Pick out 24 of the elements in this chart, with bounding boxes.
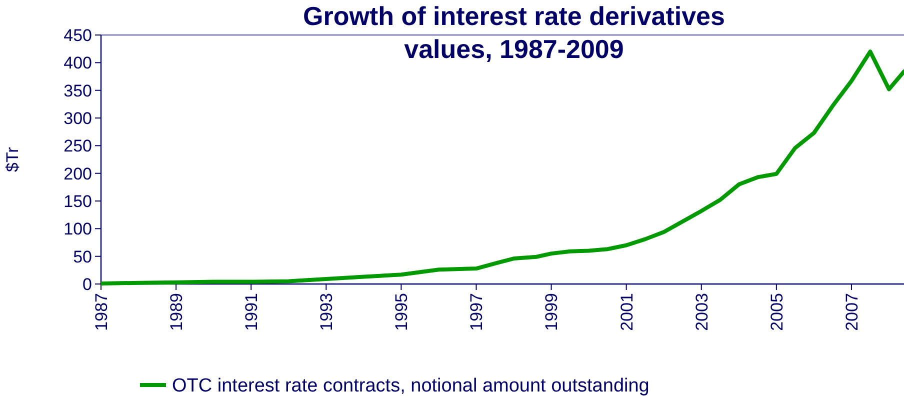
y-tick-label: 0 bbox=[82, 274, 92, 294]
chart-title: Growth of interest rate derivatives values, 1987-2009 bbox=[303, 1, 725, 64]
x-tick-label: 2007 bbox=[842, 293, 862, 331]
y-tick-label: 250 bbox=[64, 136, 92, 156]
x-tick-label: 2001 bbox=[617, 293, 636, 331]
x-tick-label: 1987 bbox=[92, 293, 111, 331]
y-tick-label: 150 bbox=[64, 192, 92, 211]
x-tick-label: 1993 bbox=[317, 293, 336, 331]
y-tick-label: 50 bbox=[73, 247, 92, 266]
x-tick-label: 1989 bbox=[166, 293, 186, 331]
y-tick-label: 350 bbox=[64, 81, 92, 100]
x-tick-label: 1991 bbox=[242, 293, 262, 331]
x-tick-label: 2005 bbox=[767, 293, 786, 331]
legend-label: OTC interest rate contracts, notional amount outstanding bbox=[172, 376, 650, 397]
y-tick-label: 100 bbox=[64, 220, 92, 239]
y-axis-title: $Tr bbox=[3, 146, 22, 172]
x-tick-label: 1999 bbox=[542, 293, 562, 331]
y-tick-label: 200 bbox=[64, 164, 92, 184]
x-tick-label: 1997 bbox=[467, 293, 486, 331]
y-tick-label: 300 bbox=[64, 108, 92, 128]
y-tick-label: 450 bbox=[64, 26, 92, 45]
x-tick-label: 1995 bbox=[392, 293, 412, 331]
y-tick-label: 400 bbox=[64, 54, 92, 73]
x-tick-label: 2003 bbox=[692, 293, 712, 331]
